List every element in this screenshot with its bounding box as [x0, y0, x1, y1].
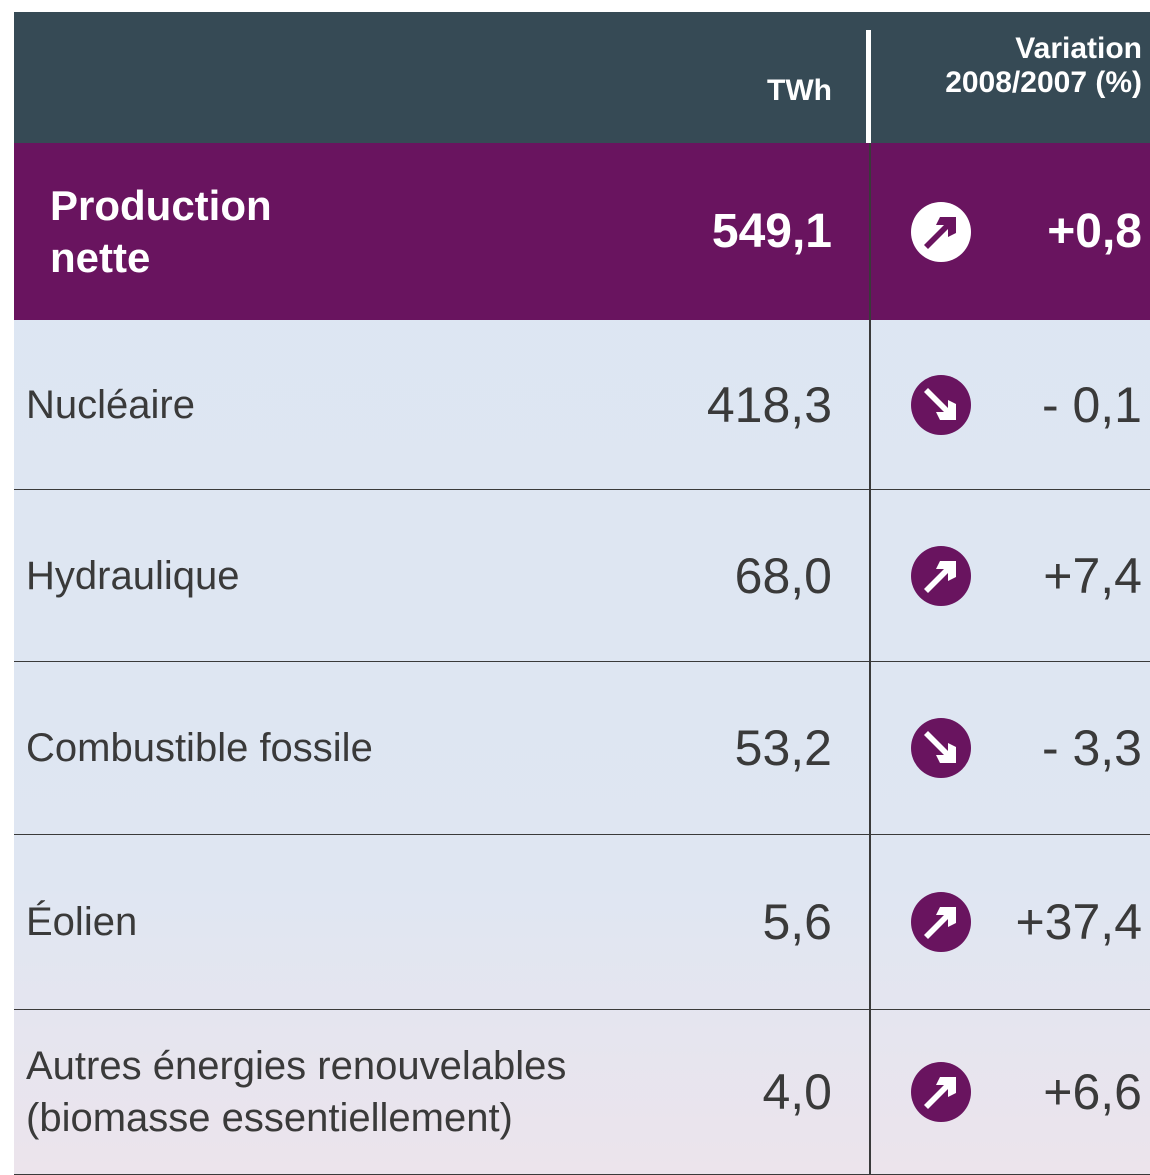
row-value: 5,6 — [762, 894, 832, 950]
trend-icon — [911, 545, 971, 606]
row-variation: +6,6 — [1043, 1064, 1142, 1120]
row-label: Combustible fossile — [26, 726, 373, 770]
row-value: 53,2 — [734, 720, 832, 776]
row-label: Hydraulique — [26, 553, 240, 598]
row-variation: - 0,1 — [1041, 376, 1142, 433]
row-label: Éolien — [26, 900, 138, 944]
table-row: Nucléaire 418,3 - 0,1 — [14, 320, 1150, 490]
row-label: Autres énergies renouvelables (biomasse … — [26, 1044, 567, 1140]
trend-icon — [911, 374, 971, 435]
row-variation: +7,4 — [1043, 547, 1142, 604]
row-label: Production nette — [50, 181, 272, 281]
row-value: 68,0 — [734, 547, 832, 604]
header-cell: TWh — [767, 74, 832, 107]
trend-icon — [911, 892, 971, 952]
trend-icon — [911, 718, 971, 778]
table-row: Combustible fossile 53,2 - 3,3 — [14, 662, 1150, 835]
table-row: Éolien 5,6 +37,4 — [14, 835, 1150, 1010]
table: TWh Variation 2008/2007 (%) Production n… — [14, 12, 1150, 1175]
row-value: 4,0 — [762, 1064, 832, 1120]
table-row: Hydraulique 68,0 +7,4 — [14, 490, 1150, 662]
trend-icon — [911, 1062, 971, 1122]
trend-icon — [911, 201, 971, 262]
row-variation: - 3,3 — [1041, 720, 1142, 776]
table-row: Autres énergies renouvelables (biomasse … — [14, 1010, 1150, 1175]
header-cell: Variation 2008/2007 (%) — [945, 32, 1142, 99]
row-value: 418,3 — [706, 376, 832, 433]
row-variation: +0,8 — [1047, 205, 1142, 258]
column-divider — [869, 143, 871, 1175]
table-header: TWh Variation 2008/2007 (%) — [14, 12, 1150, 143]
row-value: 549,1 — [711, 205, 832, 258]
table-row: Production nette 549,1 +0,8 — [14, 143, 1150, 320]
row-variation: +37,4 — [1015, 894, 1142, 950]
header-divider — [866, 30, 871, 143]
row-label: Nucléaire — [26, 382, 195, 427]
